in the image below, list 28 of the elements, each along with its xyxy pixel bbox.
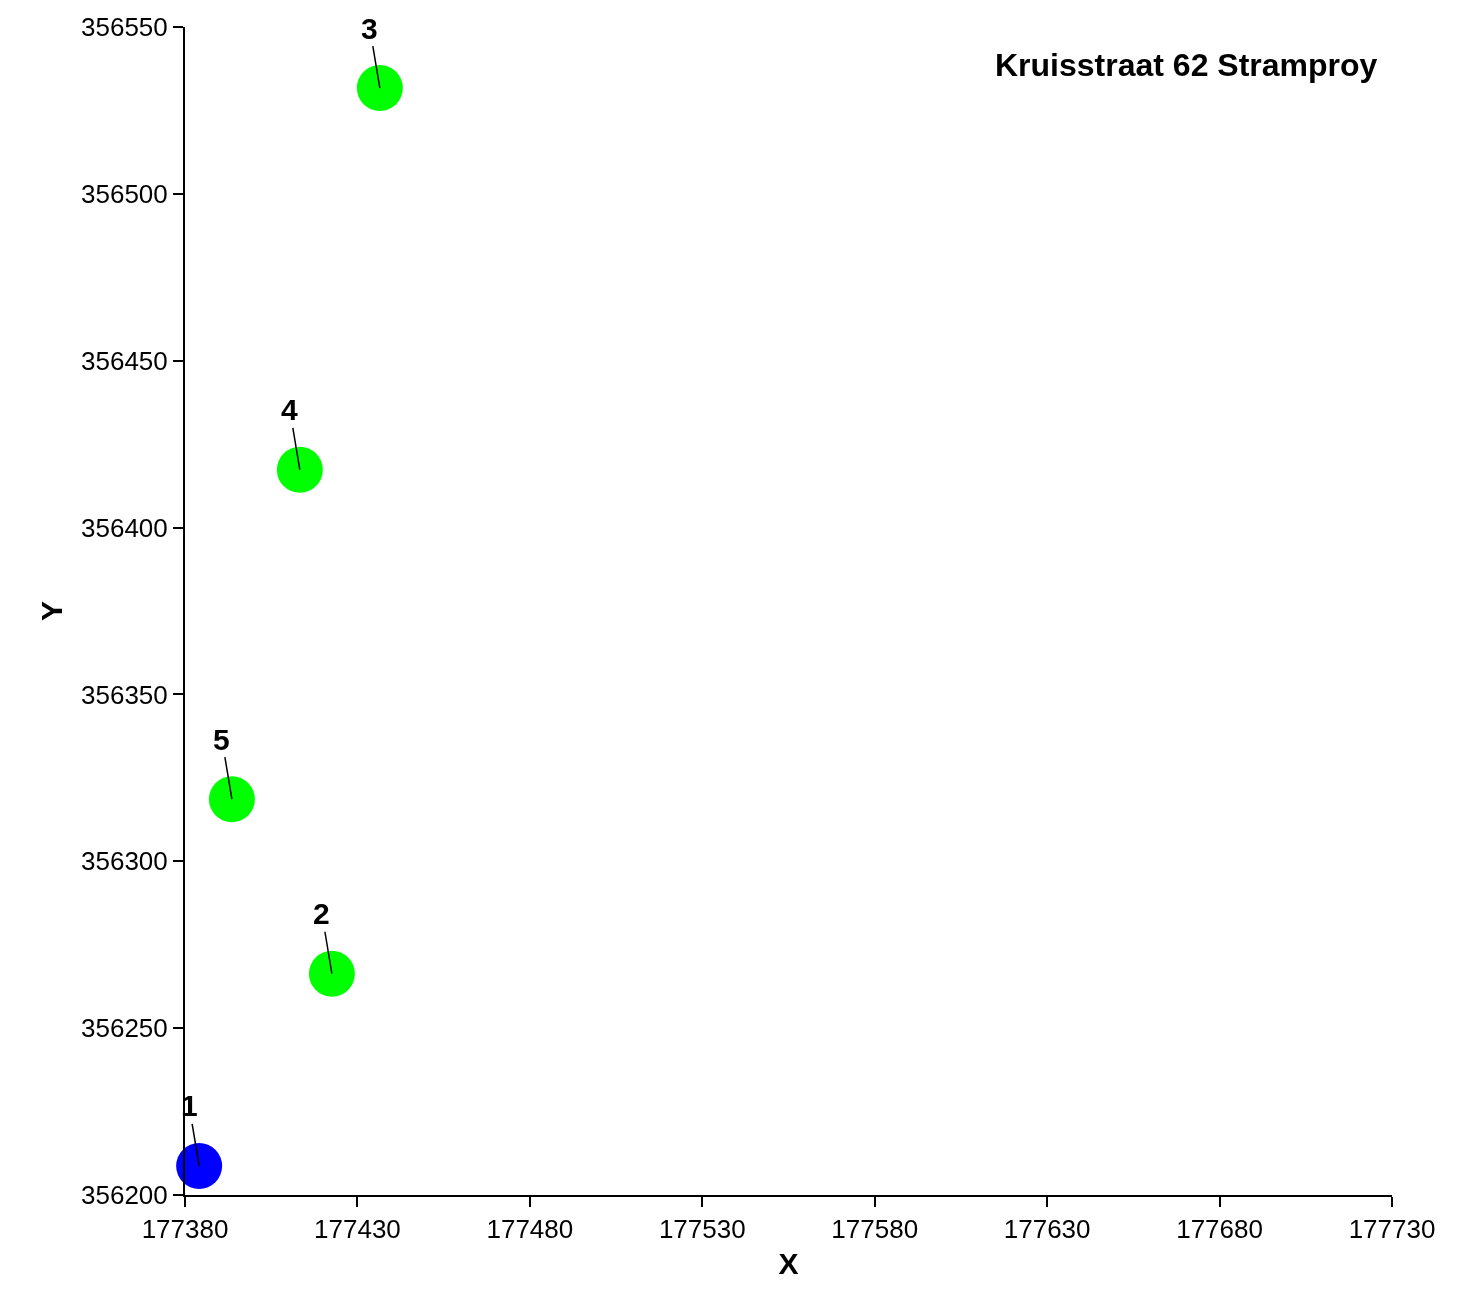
text: Kruisstraat 62 Stramproy [995, 47, 1378, 83]
annotation: 4 [281, 393, 298, 426]
point [276, 446, 323, 493]
y-axis-title: Y [34, 600, 68, 622]
point [176, 1142, 223, 1189]
y-tick-label: 356200 [81, 1180, 168, 1211]
x-tick-label: 177430 [314, 1214, 401, 1245]
x-tick-label: 177580 [831, 1214, 919, 1245]
y-tick-label: 356550 [81, 12, 168, 43]
y-tick-label: 356400 [81, 512, 168, 543]
y-tick-label: 356500 [81, 178, 168, 209]
y-tick-label: 356300 [81, 846, 168, 877]
x-tick-label: 177730 [1348, 1214, 1436, 1245]
annotation: 3 [361, 12, 378, 45]
x-axis-title: X [778, 1247, 799, 1281]
y-tick-label: 356350 [81, 679, 168, 710]
x-tick-label: 177480 [486, 1214, 574, 1245]
point [208, 776, 255, 823]
point [308, 950, 355, 997]
y-tick-label: 356250 [81, 1013, 168, 1044]
annotation: 5 [213, 723, 230, 756]
x-tick-label: 177380 [141, 1214, 229, 1245]
y-tick-label: 356450 [81, 345, 168, 376]
x-tick-label: 177630 [1003, 1214, 1091, 1245]
x-tick-label: 177680 [1176, 1214, 1263, 1245]
x-tick-label: 177530 [658, 1214, 746, 1245]
annotation: 2 [313, 897, 330, 930]
point [356, 65, 403, 112]
